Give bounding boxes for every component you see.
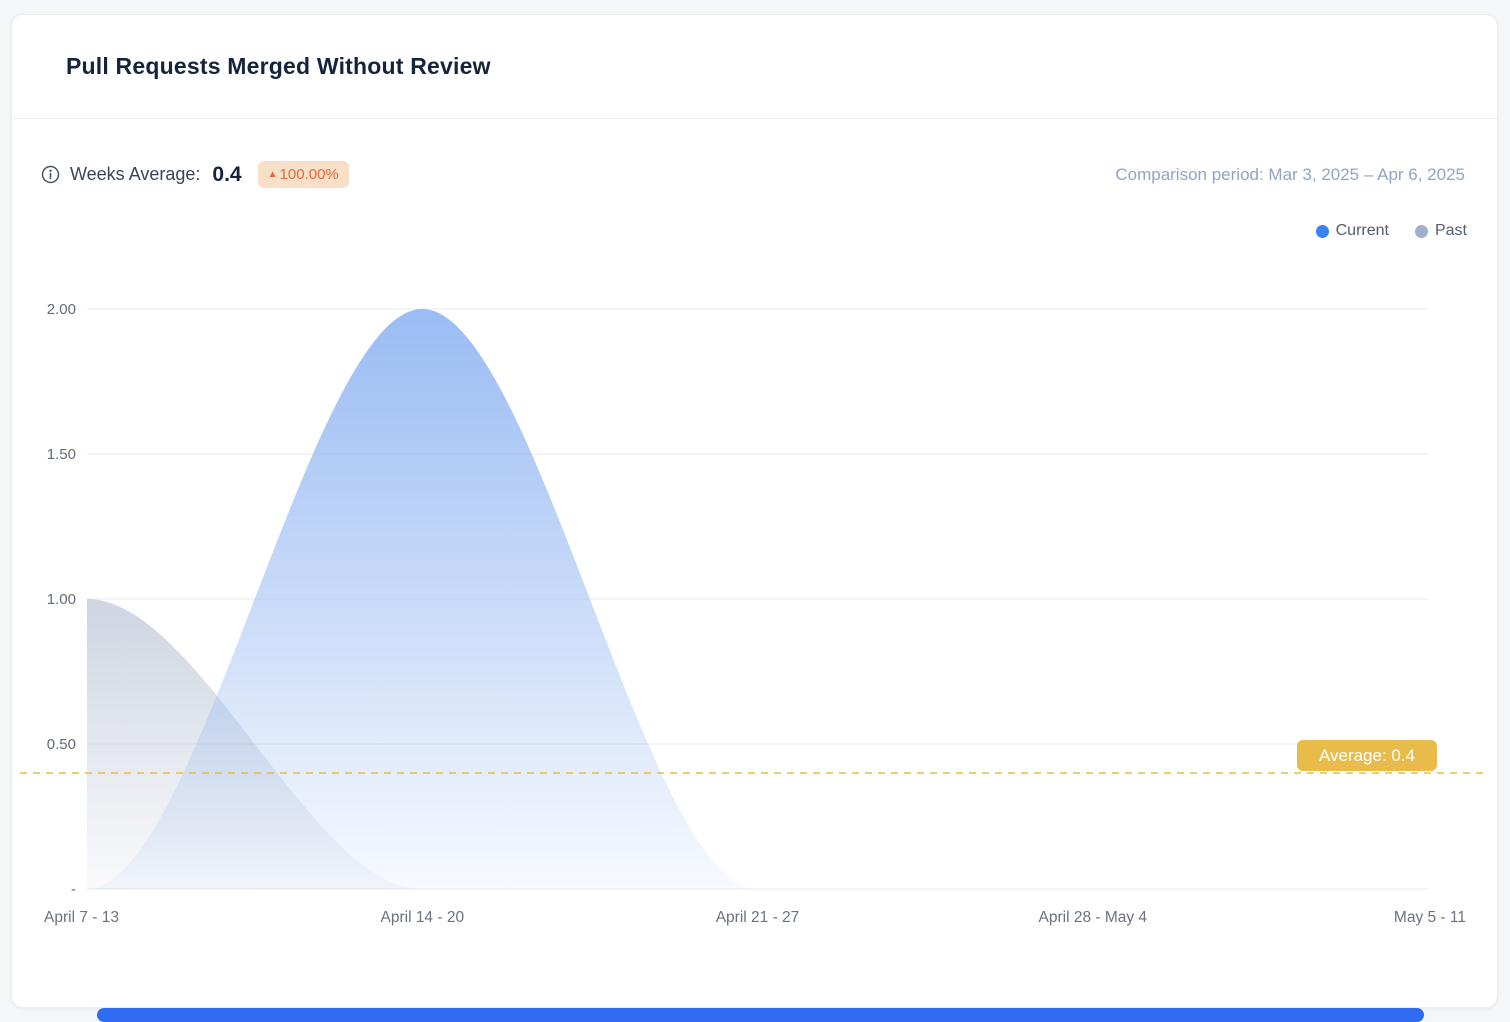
x-axis-label: April 7 - 13 <box>44 909 119 926</box>
x-axis-label: May 5 - 11 <box>1394 909 1466 926</box>
x-axis-label: April 14 - 20 <box>381 909 465 926</box>
chart-legend: Current Past <box>12 222 1467 240</box>
y-tick-label: 1.00 <box>47 591 76 608</box>
y-tick-label: 1.50 <box>47 446 76 463</box>
x-axis-label: April 28 - May 4 <box>1039 909 1148 926</box>
legend-dot-past <box>1414 224 1428 238</box>
horizontal-scrollbar[interactable] <box>97 1008 1424 1022</box>
legend-item-past[interactable]: Past <box>1414 222 1467 240</box>
card-title: Pull Requests Merged Without Review <box>66 53 491 79</box>
card-body: Weeks Average: 0.4 ▲ 100.00% Comparison … <box>12 161 1497 946</box>
legend-label-current: Current <box>1335 222 1389 239</box>
card-header: Pull Requests Merged Without Review <box>12 15 1497 119</box>
comparison-period: Comparison period: Mar 3, 2025 – Apr 6, … <box>1115 164 1465 184</box>
legend-item-current[interactable]: Current <box>1315 222 1389 240</box>
y-tick-label: 2.00 <box>47 301 76 318</box>
area-series-current <box>87 309 1428 889</box>
arrow-up-icon: ▲ <box>267 169 278 180</box>
y-tick-label: - <box>71 881 76 898</box>
x-axis-label: April 21 - 27 <box>716 909 800 926</box>
area-chart: 2.00 1.50 1.00 0.50 - Average: 0.4 April 7 - 1… <box>20 301 1489 926</box>
y-tick-label: 0.50 <box>47 736 76 753</box>
average-badge-label: Average: 0.4 <box>1319 746 1415 765</box>
average-badge <box>1297 740 1437 771</box>
info-icon[interactable] <box>41 165 60 184</box>
delta-value: 100.00% <box>279 166 339 183</box>
metric-card: Pull Requests Merged Without Review Week… <box>11 14 1498 1008</box>
stats-row: Weeks Average: 0.4 ▲ 100.00% Comparison … <box>41 161 1465 188</box>
weeks-average-label: Weeks Average: <box>70 164 201 184</box>
weeks-average-group: Weeks Average: 0.4 ▲ 100.00% <box>41 161 349 188</box>
legend-dot-current <box>1315 224 1329 238</box>
weeks-average-value: 0.4 <box>212 162 242 186</box>
legend-label-past: Past <box>1434 222 1467 239</box>
delta-badge: ▲ 100.00% <box>257 161 349 188</box>
